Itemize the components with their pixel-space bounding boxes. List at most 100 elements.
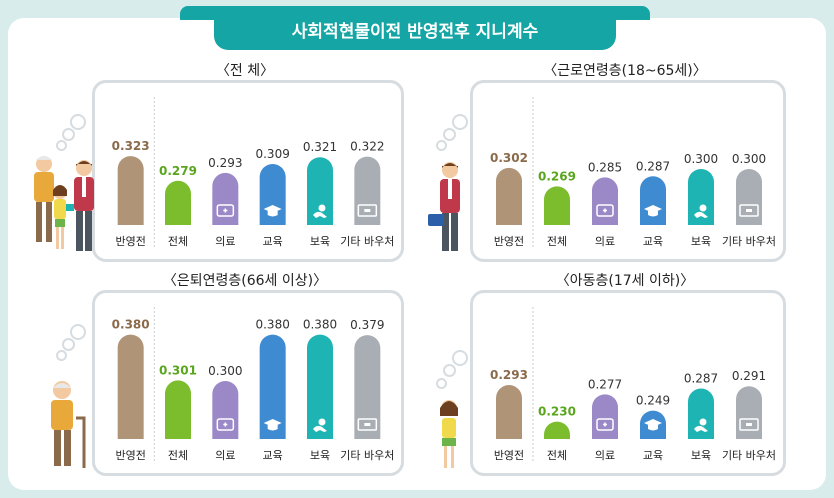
data-label: 0.269 <box>538 169 576 183</box>
bar <box>688 388 714 439</box>
bar <box>736 169 762 225</box>
bubble-medium <box>62 128 75 141</box>
medical-kit-icon <box>596 204 614 217</box>
bar <box>592 177 618 225</box>
data-label: 0.380 <box>255 318 289 332</box>
voucher-icon <box>739 418 759 431</box>
chart-retired: 0.380 반영전 0.301 전체 0.300 의료 0.380 교육 0.380 보육 0.37… <box>112 307 394 462</box>
data-label: 0.379 <box>350 318 384 332</box>
bar <box>259 334 286 439</box>
bar <box>688 169 714 225</box>
category-label: 반영전 <box>494 235 524 248</box>
data-label: 0.301 <box>159 363 197 377</box>
bar <box>592 394 618 439</box>
chart-panel-retired: 0.380 반영전 0.301 전체 0.300 의료 0.380 교육 0.380 보육 0.37… <box>92 290 404 476</box>
data-label: 0.291 <box>732 369 766 383</box>
category-label: 의료 <box>215 449 235 462</box>
bubble-small <box>436 378 447 389</box>
main-title: 사회적현물이전 반영전후 지니계수 <box>214 8 616 50</box>
bar <box>117 156 144 225</box>
chart-all: 0.323 반영전 0.279 전체 0.293 의료 0.309 교육 0.321 보육 0.32… <box>112 97 394 248</box>
category-label: 의료 <box>595 449 615 462</box>
bar <box>212 381 239 439</box>
bubble-large <box>452 350 468 366</box>
data-label: 0.309 <box>255 147 289 161</box>
elderly-illustration <box>51 381 86 468</box>
data-label: 0.380 <box>303 318 337 332</box>
data-label: 0.287 <box>684 372 718 386</box>
category-label: 기타 바우처 <box>340 235 394 248</box>
category-label: 교육 <box>263 235 283 248</box>
bar <box>354 335 381 439</box>
category-label: 보육 <box>691 449 711 462</box>
data-label: 0.321 <box>303 140 337 154</box>
panel-title-children: 〈아동층(17세 이하)〉 <box>555 273 695 289</box>
baby-icon <box>313 418 327 432</box>
bubble-small <box>436 140 447 151</box>
bar <box>640 176 666 225</box>
baby-icon <box>694 204 708 218</box>
data-label: 0.300 <box>732 152 766 166</box>
category-label: 전체 <box>547 235 567 248</box>
graduation-cap-icon <box>263 419 282 431</box>
chart-panel-all: 0.323 반영전 0.279 전체 0.293 의료 0.309 교육 0.321 보육 0.32… <box>92 80 404 262</box>
family-illustration <box>34 156 94 251</box>
panel-title-retired: 〈은퇴연령층(66세 이상)〉 <box>162 273 328 289</box>
bar <box>165 180 191 225</box>
baby-icon <box>313 204 327 218</box>
bubble-medium <box>62 338 75 351</box>
voucher-icon <box>357 418 378 431</box>
bar <box>496 167 522 225</box>
bubble-small <box>56 350 67 361</box>
category-label: 교육 <box>643 235 663 248</box>
medical-kit-icon <box>596 418 614 431</box>
bubble-medium <box>443 128 456 141</box>
category-label: 전체 <box>168 449 188 462</box>
category-label: 기타 바우처 <box>722 235 776 248</box>
bar <box>307 334 333 439</box>
bar <box>165 380 191 439</box>
category-label: 의료 <box>215 235 235 248</box>
data-label: 0.302 <box>490 151 528 165</box>
bar <box>117 334 144 439</box>
data-label: 0.285 <box>588 160 622 174</box>
graduation-cap-icon <box>644 419 662 431</box>
data-label: 0.277 <box>588 377 622 391</box>
data-label: 0.380 <box>112 318 150 332</box>
data-label: 0.249 <box>636 394 670 408</box>
category-label: 반영전 <box>494 449 524 462</box>
graduation-cap-icon <box>644 205 662 217</box>
panel-title-all: 〈전 체〉 <box>215 63 275 79</box>
data-label: 0.300 <box>684 152 718 166</box>
bar <box>212 172 239 225</box>
medical-kit-icon <box>216 204 235 217</box>
category-label: 전체 <box>168 235 188 248</box>
category-label: 교육 <box>643 449 663 462</box>
child-illustration <box>440 400 458 468</box>
bar <box>544 186 570 225</box>
data-label: 0.287 <box>636 159 670 173</box>
bubble-large <box>452 114 468 130</box>
chart-panel-working: 0.302 반영전 0.269 전체 0.285 의료 0.287 교육 0.300 보육 0.30… <box>470 80 786 262</box>
worker-illustration <box>428 162 460 251</box>
voucher-icon <box>357 204 378 217</box>
category-label: 반영전 <box>115 235 145 248</box>
bar <box>496 385 522 439</box>
data-label: 0.230 <box>538 405 576 419</box>
panel-title-working: 〈근로연령층(18~65세)〉 <box>543 63 707 79</box>
medical-kit-icon <box>216 418 235 431</box>
category-label: 보육 <box>691 235 711 248</box>
data-label: 0.322 <box>350 140 384 154</box>
graduation-cap-icon <box>263 205 282 217</box>
data-label: 0.300 <box>208 364 242 378</box>
chart-panel-children: 0.293 반영전 0.230 전체 0.277 의료 0.249 교육 0.287 보육 0.29… <box>470 290 786 476</box>
bar <box>354 156 381 225</box>
category-label: 의료 <box>595 235 615 248</box>
chart-children: 0.293 반영전 0.230 전체 0.277 의료 0.249 교육 0.287 보육 0.29… <box>490 307 776 462</box>
bar <box>736 386 762 439</box>
bar <box>307 157 333 225</box>
bubble-large <box>70 114 86 130</box>
data-label: 0.279 <box>159 164 197 178</box>
bar <box>544 421 570 439</box>
category-label: 보육 <box>310 235 330 248</box>
